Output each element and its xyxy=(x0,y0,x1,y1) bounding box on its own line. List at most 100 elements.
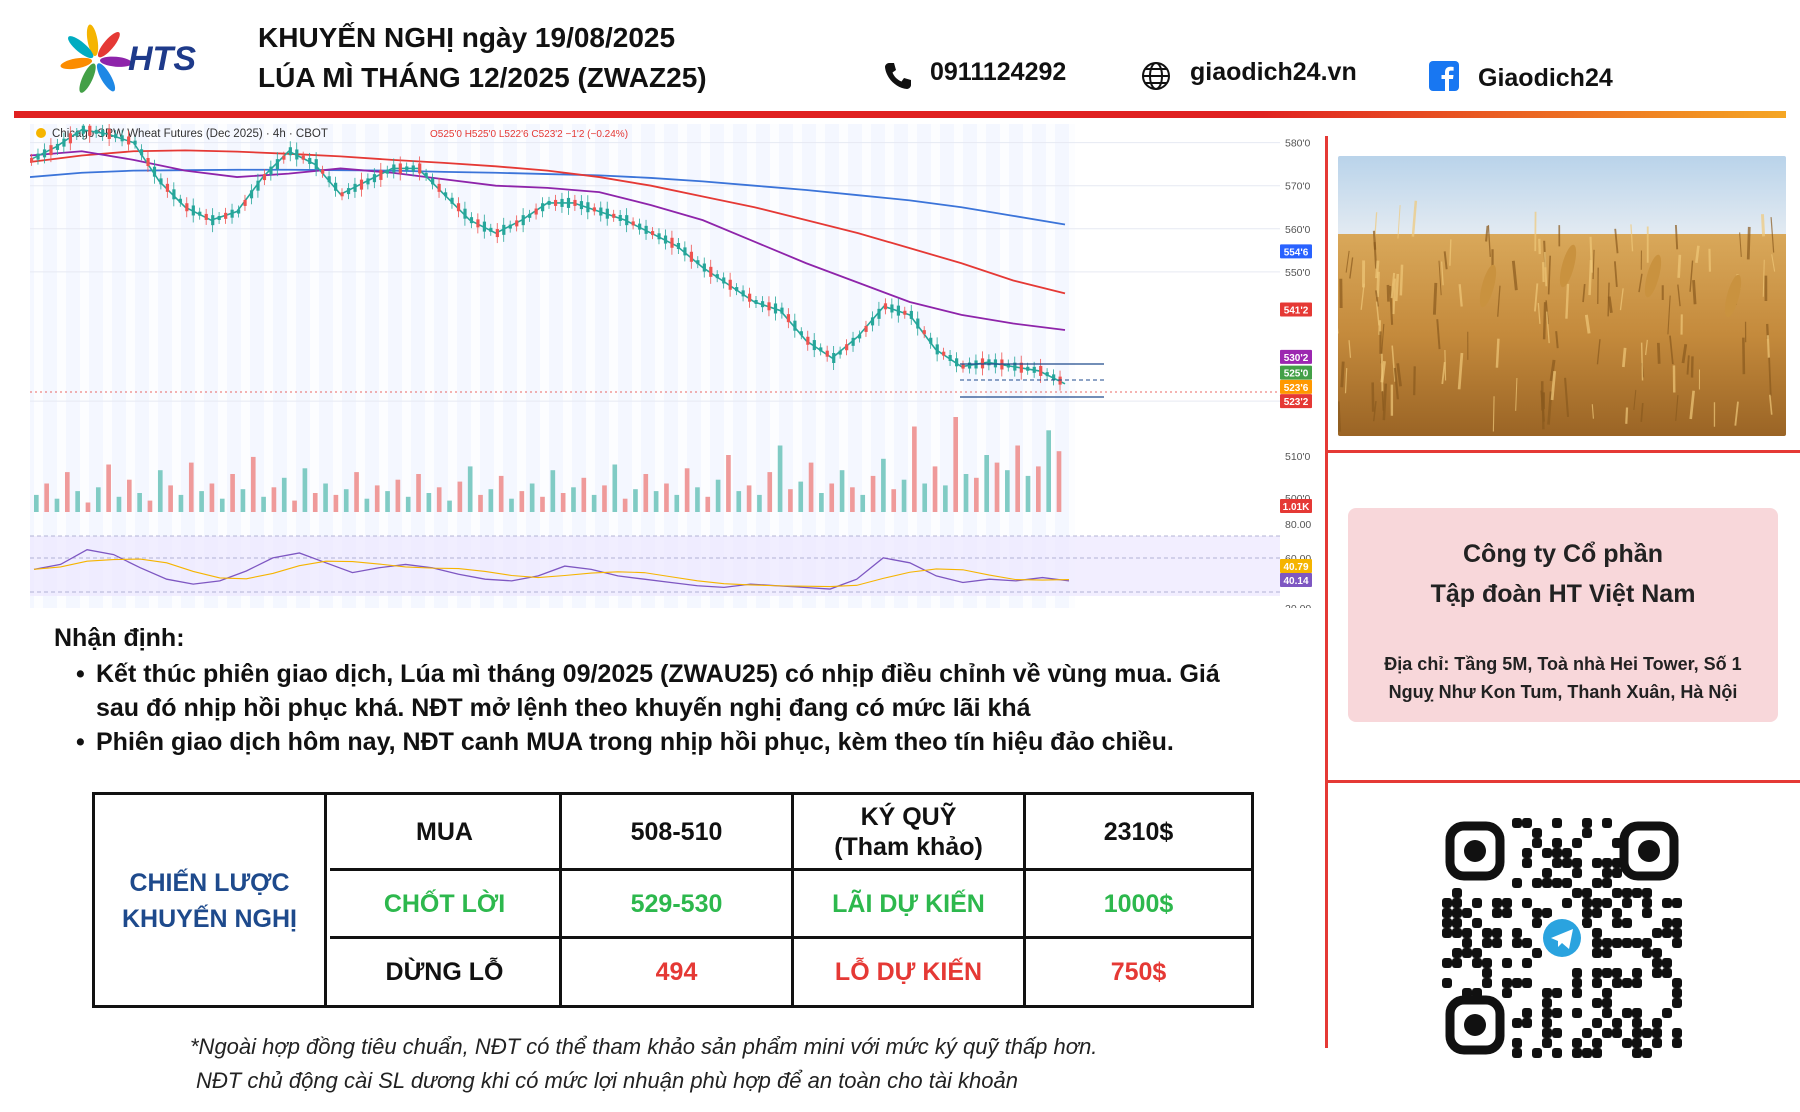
candle xyxy=(68,133,73,144)
volume-bar xyxy=(726,455,731,512)
candle xyxy=(139,149,144,156)
candle xyxy=(541,203,545,212)
volume-bar xyxy=(44,483,49,512)
candle xyxy=(644,225,648,234)
volume-bar xyxy=(705,496,711,512)
website-link[interactable]: giaodich24.vn xyxy=(1190,58,1357,86)
volume-bar xyxy=(364,498,370,512)
volume-bar xyxy=(994,462,1000,512)
candle xyxy=(987,359,991,366)
candle xyxy=(728,279,732,290)
rsi-badge: 40.14 xyxy=(1283,576,1308,587)
candle xyxy=(767,302,771,311)
candle xyxy=(230,209,234,218)
candle xyxy=(114,134,118,139)
volume-bar xyxy=(75,491,80,512)
candle xyxy=(961,364,965,369)
candle xyxy=(1013,362,1017,371)
candle xyxy=(877,308,881,319)
candle xyxy=(560,198,564,207)
candle xyxy=(1006,363,1010,368)
price-badge-bg xyxy=(1280,302,1312,317)
candle xyxy=(431,178,435,185)
company-name-line1: Công ty Cổ phần xyxy=(1463,540,1663,568)
candle xyxy=(178,198,182,203)
volume-bar xyxy=(219,498,225,512)
candle xyxy=(631,221,635,226)
instrument-dot-icon xyxy=(36,128,46,138)
candle xyxy=(793,320,797,331)
volume-bar xyxy=(34,494,39,512)
company-address-line1: Địa chỉ: Tầng 5M, Toà nhà Hei Tower, Số … xyxy=(1384,654,1742,674)
candle xyxy=(922,330,926,335)
candle xyxy=(663,235,668,244)
price-badge: 541'2 xyxy=(1284,306,1309,317)
ohlc-label: O525'0 H525'0 L522'6 C523'2 −1'2 (−0.24%… xyxy=(430,129,628,140)
candle xyxy=(1032,366,1036,373)
rsi-badge-bg xyxy=(1280,573,1312,587)
volume-bar xyxy=(478,494,483,512)
candle xyxy=(748,293,752,302)
globe-icon xyxy=(1142,62,1170,90)
candle xyxy=(42,149,47,158)
candle xyxy=(146,158,150,166)
candle xyxy=(444,192,448,197)
volume-bar xyxy=(54,498,60,512)
volume-bar xyxy=(870,475,876,512)
candle xyxy=(838,350,842,355)
take-profit-label: CHỐT LỜI xyxy=(330,871,562,939)
price-tick-label: 570'0 xyxy=(1285,181,1311,193)
facebook-link[interactable]: Giaodich24 xyxy=(1478,64,1613,92)
rsi-badge-bg xyxy=(1280,559,1312,573)
volume-bar xyxy=(323,483,328,512)
candle xyxy=(62,138,66,147)
candle xyxy=(359,179,364,190)
margin-label-line2: (Tham khảo) xyxy=(834,832,983,861)
wheat-field-image xyxy=(1338,156,1786,436)
price-tick-label: 550'0 xyxy=(1285,267,1311,279)
telegram-qr-code[interactable] xyxy=(1442,818,1682,1058)
candle xyxy=(81,125,85,134)
volume-bar xyxy=(519,491,525,512)
phone-number[interactable]: 0911124292 xyxy=(930,58,1067,86)
candle xyxy=(120,135,124,142)
candle xyxy=(942,351,946,356)
volume-bar xyxy=(498,475,504,512)
stop-loss-price: 494 xyxy=(562,939,794,1005)
right-divider-2 xyxy=(1325,780,1800,783)
volume-bar xyxy=(457,481,463,512)
company-name-line2: Tập đoàn HT Việt Nam xyxy=(1430,580,1696,608)
volume-bar xyxy=(312,493,318,512)
volume-bar xyxy=(953,417,959,512)
candle xyxy=(780,307,784,314)
price-badge: 523'2 xyxy=(1284,397,1309,408)
candle xyxy=(133,140,137,145)
volume-bar xyxy=(188,462,194,512)
volume-bar xyxy=(116,496,122,512)
candle xyxy=(605,208,609,219)
volume-bar xyxy=(1046,430,1051,512)
volume-bar xyxy=(85,502,91,512)
margin-label: KÝ QUỸ (Tham khảo) xyxy=(794,795,1026,871)
candle xyxy=(515,220,519,227)
volume-bar xyxy=(1056,451,1062,512)
margin-value: 2310$ xyxy=(1026,795,1251,871)
volume-bar xyxy=(808,462,814,512)
candle xyxy=(217,216,221,220)
candle xyxy=(495,229,499,238)
series-line-ma_mid xyxy=(30,149,1066,295)
volume-bar xyxy=(540,496,545,512)
volume-bar xyxy=(581,477,587,512)
candle xyxy=(955,358,959,367)
right-divider-1 xyxy=(1325,450,1800,453)
right-column-divider xyxy=(1325,136,1328,1048)
candle xyxy=(786,314,791,323)
candle xyxy=(670,237,674,248)
volume-bar xyxy=(891,489,897,512)
candle xyxy=(870,317,875,326)
candle xyxy=(599,207,603,216)
volume-bar xyxy=(788,489,793,512)
candle xyxy=(456,203,461,212)
candle xyxy=(683,247,687,256)
volume-bar xyxy=(385,491,390,512)
